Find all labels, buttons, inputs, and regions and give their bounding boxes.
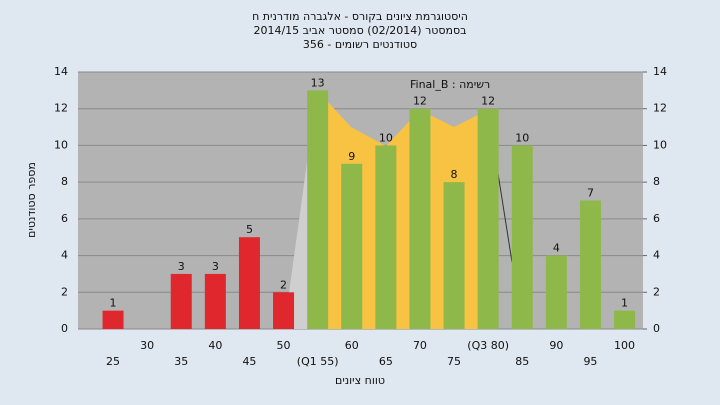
y2-tick-label: 4 [653,249,660,262]
value-label: 12 [413,95,427,108]
bar [102,310,124,329]
bar [341,163,363,329]
x-tick-label: 50 [277,339,291,352]
bar [409,108,431,329]
value-label: 4 [553,242,560,255]
y2-tick-label: 6 [653,212,660,225]
value-label: 10 [379,131,393,144]
value-label: 13 [311,76,325,89]
y2-tick-label: 10 [653,138,667,151]
x-tick-label: 85 [515,355,529,368]
y-tick-label: 2 [61,285,68,298]
bar [238,237,260,329]
bar [545,255,567,329]
bar [614,310,636,329]
bar [307,90,329,329]
value-label: 7 [587,187,594,200]
value-label: 2 [280,278,287,291]
y-tick-label: 14 [54,65,68,78]
x-axis-title: טווח ציונים [335,374,385,387]
value-label: 3 [178,260,185,273]
y-tick-label: 4 [61,249,68,262]
bar [477,108,499,329]
x-tick-label: 40 [208,339,222,352]
annotation: רשימה : Final_B [410,78,490,91]
bar [443,182,465,329]
bar [204,273,226,329]
x-tick-label: 75 [447,355,461,368]
x-tick-label: 95 [583,355,597,368]
bar [579,200,601,329]
y2-tick-label: 12 [653,102,667,115]
x-tick-label: 70 [413,339,427,352]
y-tick-label: 10 [54,138,68,151]
x-tick-label: 45 [242,355,256,368]
x-tick-label: (Q3 80) [467,339,509,352]
value-label: 8 [451,168,458,181]
x-tick-label: 90 [549,339,563,352]
value-label: 12 [481,95,495,108]
chart-title: היסטוגרמת ציונים בקורס - אלגברה מודרנית … [252,10,468,23]
y-axis-title: מספר סטודנטים [25,162,38,238]
bar [273,292,295,329]
chart-subtitle: סטודנטים רשומים - 356 [303,38,417,51]
bar [375,145,397,329]
y2-tick-label: 0 [653,322,660,335]
x-tick-label: 30 [140,339,154,352]
value-label: 5 [246,223,253,236]
y-tick-label: 12 [54,102,68,115]
value-label: 3 [212,260,219,273]
value-label: 9 [348,150,355,163]
chart-subtitle: בסמסטר (02/2014) סמסטר אביב 2014/15 [253,24,466,37]
value-label: 1 [621,297,628,310]
x-tick-label: 60 [345,339,359,352]
y-tick-label: 6 [61,212,68,225]
y-tick-label: 0 [61,322,68,335]
y-tick-label: 8 [61,175,68,188]
x-tick-label: 65 [379,355,393,368]
x-tick-label: (Q1 55) [297,355,339,368]
x-tick-label: 25 [106,355,120,368]
bar [170,273,192,329]
x-tick-label: 100 [614,339,635,352]
value-label: 10 [515,131,529,144]
x-tick-label: 35 [174,355,188,368]
y2-tick-label: 2 [653,285,660,298]
value-label: 1 [110,297,117,310]
y2-tick-label: 14 [653,65,667,78]
y2-tick-label: 8 [653,175,660,188]
bar [511,145,533,329]
